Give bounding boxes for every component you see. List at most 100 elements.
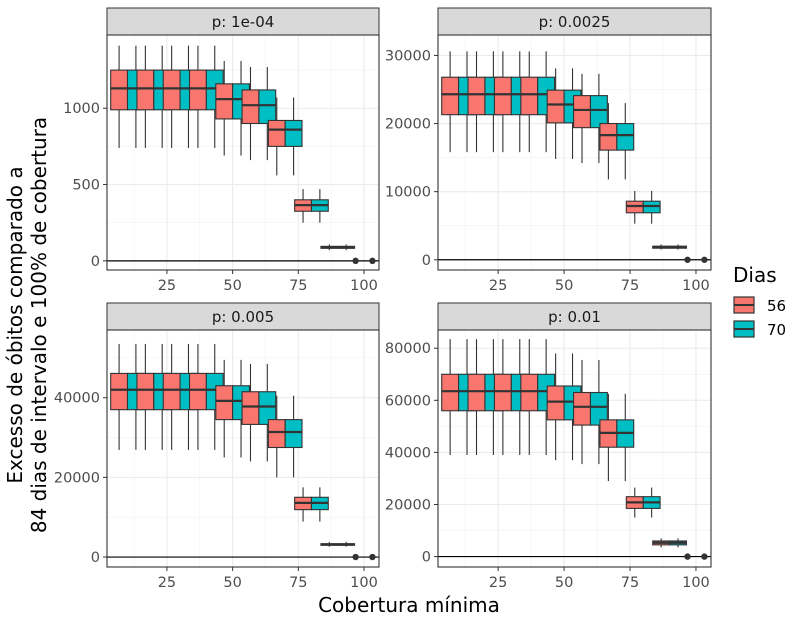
- box-iqr: [215, 83, 234, 120]
- x-tick-label: 75: [621, 278, 639, 294]
- box-iqr: [267, 119, 286, 147]
- facet-strip-label-4: p: 0.01: [548, 308, 601, 326]
- y-tick-label: 60000: [385, 393, 431, 409]
- box-iqr: [467, 373, 486, 412]
- box-iqr: [546, 385, 565, 421]
- box-x80-dias-56: [294, 189, 313, 223]
- box-x100-dias-56: [684, 553, 691, 560]
- y-tick-label: 20000: [54, 470, 100, 486]
- y-tick-label: 10000: [385, 185, 431, 201]
- facet-4: p: 0.01 0 20000 40000 60000 80000 25 50 75 100: [385, 302, 712, 591]
- box-x100-dias-56: [352, 257, 359, 265]
- box-x80-dias-70: [310, 487, 329, 522]
- box-iqr: [215, 385, 234, 421]
- y-tick-label: 30000: [385, 48, 431, 64]
- x-tick-label: 50: [223, 278, 241, 294]
- box-x40-dias-56: [188, 45, 207, 148]
- x-axis-title: Cobertura mínima: [318, 593, 500, 617]
- panel-background-2: [438, 35, 711, 270]
- box-iqr: [589, 95, 608, 129]
- box-x10-dias-56: [441, 51, 460, 153]
- outlier-point: [701, 553, 708, 560]
- facet-2: p: 0.0025 0 10000 20000 30000 25 50 75 100: [385, 7, 712, 294]
- box-x100-dias-56: [684, 256, 691, 263]
- x-tick-label: 100: [682, 278, 710, 294]
- panel-border-1: [106, 34, 380, 271]
- box-iqr: [162, 69, 181, 111]
- box-iqr: [573, 95, 592, 129]
- box-x60-dias-56: [241, 363, 260, 462]
- facet-strip-1: [106, 7, 380, 36]
- box-x10-dias-56: [110, 343, 129, 450]
- box-iqr: [284, 419, 303, 449]
- x-tick-label: 100: [350, 575, 378, 591]
- box-iqr: [546, 89, 565, 124]
- box-x70-dias-70: [284, 395, 303, 478]
- y-axis-title-line-1: Excesso de óbitos comparado a: [3, 166, 27, 483]
- box-x60-dias-56: [573, 73, 592, 164]
- box-x100-dias-70: [369, 257, 376, 265]
- legend-label-56: 56: [767, 297, 786, 315]
- box-x60-dias-56: [241, 67, 260, 161]
- box-x40-dias-56: [520, 51, 539, 153]
- box-x70-dias-56: [599, 103, 618, 180]
- facet-3: p: 0.005 0 20000 40000 25 50 75 100: [54, 302, 380, 591]
- box-iqr: [493, 373, 512, 412]
- box-iqr: [258, 89, 277, 125]
- legend: Dias 56 70: [733, 263, 786, 339]
- box-iqr: [589, 391, 608, 426]
- box-iqr: [110, 69, 129, 111]
- outlier-point: [684, 256, 691, 263]
- box-x60-dias-70: [589, 73, 608, 164]
- box-x30-dias-56: [493, 339, 512, 456]
- y-tick-label: 20000: [385, 497, 431, 513]
- facet-1: p: 1e-04 0 500 1000 25 50 75 100: [63, 7, 380, 294]
- box-x40-dias-56: [188, 343, 207, 450]
- box-x60-dias-56: [573, 359, 592, 465]
- outlier-point: [369, 257, 376, 265]
- y-tick-label: 40000: [385, 445, 431, 461]
- x-tick-label: 50: [223, 575, 241, 591]
- outlier-point: [352, 553, 359, 561]
- y-tick-label: 0: [422, 253, 431, 269]
- box-iqr: [110, 372, 129, 411]
- box-iqr: [467, 76, 486, 116]
- y-axis-title-line-2: 84 dias de intervalo e 100% de cobertura: [27, 117, 51, 533]
- x-tick-label: 25: [158, 278, 176, 294]
- box-iqr: [241, 391, 260, 425]
- box-x100-dias-70: [701, 256, 708, 263]
- legend-key-56: 56: [733, 296, 786, 315]
- box-iqr: [258, 391, 277, 425]
- box-iqr: [616, 123, 635, 151]
- box-x80-dias-70: [642, 487, 661, 518]
- box-iqr: [241, 89, 260, 125]
- box-x40-dias-56: [520, 339, 539, 456]
- x-tick-label: 75: [289, 278, 307, 294]
- box-x60-dias-70: [589, 359, 608, 465]
- box-x80-dias-56: [294, 487, 313, 522]
- x-tick-label: 75: [289, 575, 307, 591]
- facet-strip-label-2: p: 0.0025: [539, 13, 611, 31]
- box-iqr: [520, 373, 539, 412]
- box-iqr: [573, 391, 592, 426]
- box-x70-dias-70: [616, 393, 635, 482]
- box-x70-dias-56: [267, 97, 286, 176]
- box-x70-dias-70: [284, 97, 303, 176]
- box-x60-dias-70: [258, 363, 277, 462]
- y-tick-label: 80000: [385, 341, 431, 357]
- y-tick-label: 20000: [385, 117, 431, 133]
- box-iqr: [599, 123, 618, 151]
- box-x90-dias-70: [337, 244, 356, 251]
- box-iqr: [520, 76, 539, 116]
- box-iqr: [267, 419, 286, 449]
- outlier-point: [684, 553, 691, 560]
- box-x90-dias-70: [337, 541, 356, 547]
- x-tick-label: 25: [489, 575, 507, 591]
- outlier-point: [352, 257, 359, 265]
- panel-border-4: [437, 329, 712, 568]
- box-x100-dias-70: [369, 553, 376, 561]
- x-tick-label: 25: [489, 278, 507, 294]
